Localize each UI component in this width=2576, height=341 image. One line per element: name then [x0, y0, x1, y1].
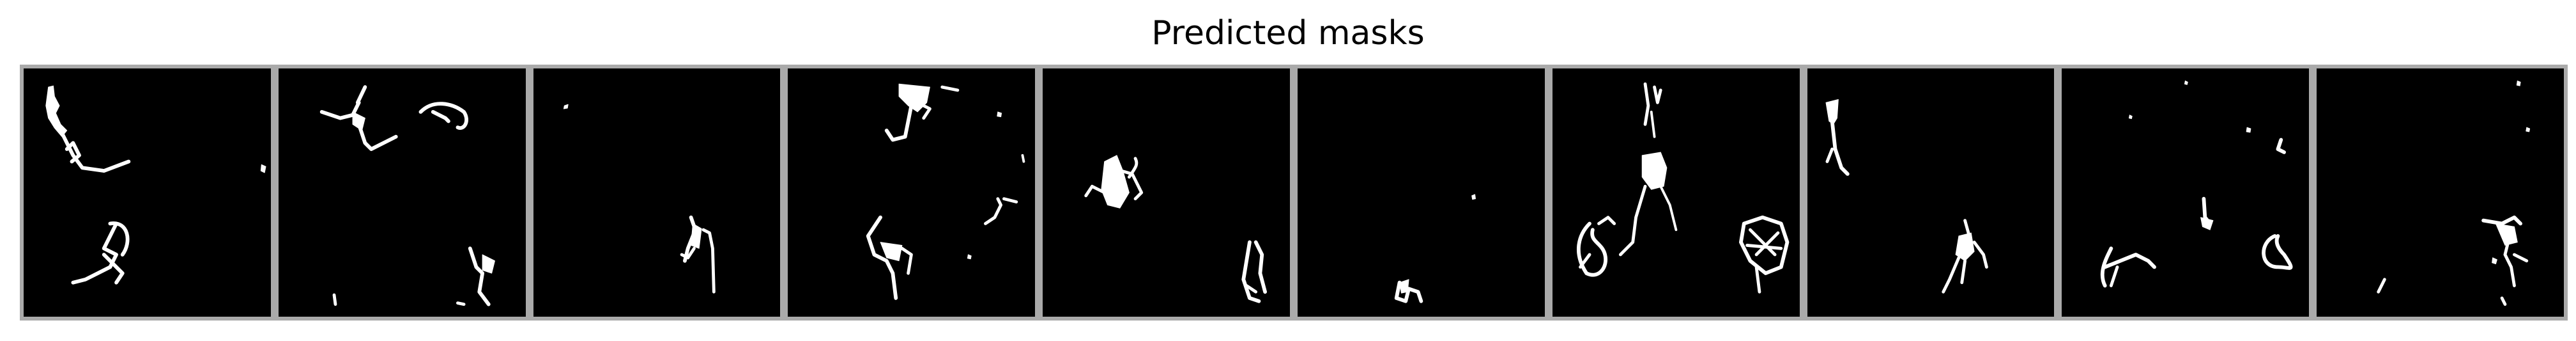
mask-shape-8: [1825, 99, 1988, 294]
mask-shape-4: [866, 83, 1025, 300]
mask-shape-10: [2377, 80, 2531, 306]
mask-panel-8: [1803, 65, 2058, 321]
mask-panel-5: [1039, 65, 1294, 321]
mask-shape-6: [1394, 194, 1476, 303]
mask-shape-1: [45, 85, 266, 285]
mask-panel-10: [2313, 65, 2568, 321]
mask-panel-3: [529, 65, 785, 321]
mask-shape-5: [1084, 155, 1268, 303]
mask-panel-9: [2058, 65, 2313, 321]
mask-panel-1: [20, 65, 275, 321]
mask-shape-3: [563, 104, 716, 294]
figure-title: Predicted masks: [1151, 14, 1425, 52]
mask-panel-7: [1548, 65, 1804, 321]
mask-panel-6: [1293, 65, 1549, 321]
mask-shape-2: [319, 85, 495, 306]
mask-shape-9: [2101, 80, 2293, 288]
mask-panel-4: [784, 65, 1039, 321]
mask-shape-7: [1576, 82, 1790, 294]
mask-panel-strip: [20, 65, 2568, 321]
mask-panel-2: [274, 65, 530, 321]
